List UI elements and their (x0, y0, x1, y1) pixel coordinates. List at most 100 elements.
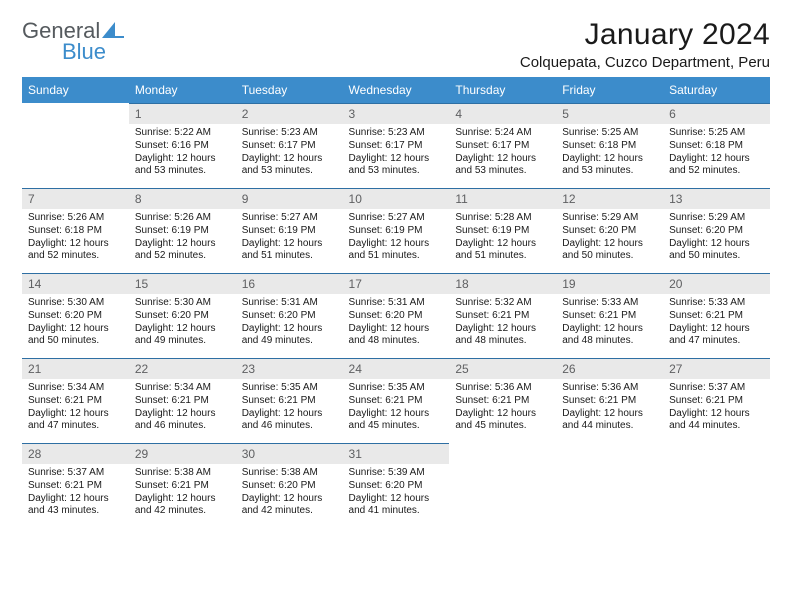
calendar-cell: 21Sunrise: 5:34 AMSunset: 6:21 PMDayligh… (22, 358, 129, 443)
day-details: Sunrise: 5:25 AMSunset: 6:18 PMDaylight:… (663, 124, 770, 188)
day-number: 28 (22, 443, 129, 464)
day-details: Sunrise: 5:35 AMSunset: 6:21 PMDaylight:… (236, 379, 343, 443)
day-number: 18 (449, 273, 556, 294)
calendar-cell (556, 443, 663, 528)
day-details: Sunrise: 5:26 AMSunset: 6:18 PMDaylight:… (22, 209, 129, 273)
day-details: Sunrise: 5:36 AMSunset: 6:21 PMDaylight:… (449, 379, 556, 443)
day-details: Sunrise: 5:35 AMSunset: 6:21 PMDaylight:… (343, 379, 450, 443)
calendar-cell: 6Sunrise: 5:25 AMSunset: 6:18 PMDaylight… (663, 102, 770, 188)
day-number: 14 (22, 273, 129, 294)
calendar-row: 14Sunrise: 5:30 AMSunset: 6:20 PMDayligh… (22, 273, 770, 358)
day-number: 31 (343, 443, 450, 464)
calendar-cell (663, 443, 770, 528)
calendar-cell: 5Sunrise: 5:25 AMSunset: 6:18 PMDaylight… (556, 102, 663, 188)
calendar-row: 21Sunrise: 5:34 AMSunset: 6:21 PMDayligh… (22, 358, 770, 443)
day-number: 23 (236, 358, 343, 379)
calendar-cell: 19Sunrise: 5:33 AMSunset: 6:21 PMDayligh… (556, 273, 663, 358)
calendar-cell: 8Sunrise: 5:26 AMSunset: 6:19 PMDaylight… (129, 188, 236, 273)
day-number: 2 (236, 103, 343, 124)
calendar-cell: 1Sunrise: 5:22 AMSunset: 6:16 PMDaylight… (129, 102, 236, 188)
day-number: 15 (129, 273, 236, 294)
day-number: 6 (663, 103, 770, 124)
day-details: Sunrise: 5:32 AMSunset: 6:21 PMDaylight:… (449, 294, 556, 358)
title-block: January 2024 Colquepata, Cuzco Departmen… (520, 18, 770, 71)
calendar-cell: 25Sunrise: 5:36 AMSunset: 6:21 PMDayligh… (449, 358, 556, 443)
calendar-cell: 29Sunrise: 5:38 AMSunset: 6:21 PMDayligh… (129, 443, 236, 528)
day-details: Sunrise: 5:39 AMSunset: 6:20 PMDaylight:… (343, 464, 450, 528)
calendar-cell (22, 102, 129, 188)
day-number: 11 (449, 188, 556, 209)
day-number: 16 (236, 273, 343, 294)
day-details: Sunrise: 5:33 AMSunset: 6:21 PMDaylight:… (556, 294, 663, 358)
day-details: Sunrise: 5:38 AMSunset: 6:21 PMDaylight:… (129, 464, 236, 528)
calendar-cell: 12Sunrise: 5:29 AMSunset: 6:20 PMDayligh… (556, 188, 663, 273)
day-number: 19 (556, 273, 663, 294)
calendar-cell: 9Sunrise: 5:27 AMSunset: 6:19 PMDaylight… (236, 188, 343, 273)
calendar-cell: 20Sunrise: 5:33 AMSunset: 6:21 PMDayligh… (663, 273, 770, 358)
calendar-cell: 30Sunrise: 5:38 AMSunset: 6:20 PMDayligh… (236, 443, 343, 528)
col-head: Thursday (449, 78, 556, 102)
day-details: Sunrise: 5:38 AMSunset: 6:20 PMDaylight:… (236, 464, 343, 528)
day-details: Sunrise: 5:34 AMSunset: 6:21 PMDaylight:… (22, 379, 129, 443)
day-number: 27 (663, 358, 770, 379)
calendar-cell: 24Sunrise: 5:35 AMSunset: 6:21 PMDayligh… (343, 358, 450, 443)
calendar-table: Sunday Monday Tuesday Wednesday Thursday… (22, 77, 770, 528)
brand-word-blue: Blue (62, 39, 124, 65)
day-details: Sunrise: 5:31 AMSunset: 6:20 PMDaylight:… (236, 294, 343, 358)
col-head: Friday (556, 78, 663, 102)
calendar-cell: 14Sunrise: 5:30 AMSunset: 6:20 PMDayligh… (22, 273, 129, 358)
col-head: Monday (129, 78, 236, 102)
day-details: Sunrise: 5:36 AMSunset: 6:21 PMDaylight:… (556, 379, 663, 443)
day-number: 8 (129, 188, 236, 209)
calendar-page: General Blue January 2024 Colquepata, Cu… (0, 0, 792, 532)
day-number: 7 (22, 188, 129, 209)
day-number: 20 (663, 273, 770, 294)
col-head: Wednesday (343, 78, 450, 102)
day-details: Sunrise: 5:25 AMSunset: 6:18 PMDaylight:… (556, 124, 663, 188)
day-number: 17 (343, 273, 450, 294)
day-number: 9 (236, 188, 343, 209)
day-number: 25 (449, 358, 556, 379)
day-number: 24 (343, 358, 450, 379)
day-number: 21 (22, 358, 129, 379)
day-details: Sunrise: 5:30 AMSunset: 6:20 PMDaylight:… (129, 294, 236, 358)
day-details: Sunrise: 5:27 AMSunset: 6:19 PMDaylight:… (236, 209, 343, 273)
calendar-row: 28Sunrise: 5:37 AMSunset: 6:21 PMDayligh… (22, 443, 770, 528)
calendar-cell: 15Sunrise: 5:30 AMSunset: 6:20 PMDayligh… (129, 273, 236, 358)
calendar-cell: 7Sunrise: 5:26 AMSunset: 6:18 PMDaylight… (22, 188, 129, 273)
calendar-cell: 10Sunrise: 5:27 AMSunset: 6:19 PMDayligh… (343, 188, 450, 273)
day-number: 12 (556, 188, 663, 209)
calendar-cell: 17Sunrise: 5:31 AMSunset: 6:20 PMDayligh… (343, 273, 450, 358)
day-details: Sunrise: 5:24 AMSunset: 6:17 PMDaylight:… (449, 124, 556, 188)
col-head: Saturday (663, 78, 770, 102)
calendar-cell: 3Sunrise: 5:23 AMSunset: 6:17 PMDaylight… (343, 102, 450, 188)
page-title: January 2024 (520, 18, 770, 52)
calendar-cell: 22Sunrise: 5:34 AMSunset: 6:21 PMDayligh… (129, 358, 236, 443)
day-number: 1 (129, 103, 236, 124)
calendar-header-row: Sunday Monday Tuesday Wednesday Thursday… (22, 78, 770, 102)
calendar-cell: 23Sunrise: 5:35 AMSunset: 6:21 PMDayligh… (236, 358, 343, 443)
day-details: Sunrise: 5:30 AMSunset: 6:20 PMDaylight:… (22, 294, 129, 358)
calendar-row: 7Sunrise: 5:26 AMSunset: 6:18 PMDaylight… (22, 188, 770, 273)
calendar-body: 1Sunrise: 5:22 AMSunset: 6:16 PMDaylight… (22, 102, 770, 528)
day-details: Sunrise: 5:31 AMSunset: 6:20 PMDaylight:… (343, 294, 450, 358)
day-details: Sunrise: 5:23 AMSunset: 6:17 PMDaylight:… (236, 124, 343, 188)
calendar-cell: 31Sunrise: 5:39 AMSunset: 6:20 PMDayligh… (343, 443, 450, 528)
calendar-cell: 16Sunrise: 5:31 AMSunset: 6:20 PMDayligh… (236, 273, 343, 358)
calendar-cell: 4Sunrise: 5:24 AMSunset: 6:17 PMDaylight… (449, 102, 556, 188)
day-details: Sunrise: 5:26 AMSunset: 6:19 PMDaylight:… (129, 209, 236, 273)
day-number: 30 (236, 443, 343, 464)
calendar-cell: 13Sunrise: 5:29 AMSunset: 6:20 PMDayligh… (663, 188, 770, 273)
calendar-cell: 2Sunrise: 5:23 AMSunset: 6:17 PMDaylight… (236, 102, 343, 188)
col-head: Tuesday (236, 78, 343, 102)
day-details: Sunrise: 5:23 AMSunset: 6:17 PMDaylight:… (343, 124, 450, 188)
day-details: Sunrise: 5:37 AMSunset: 6:21 PMDaylight:… (22, 464, 129, 528)
day-details: Sunrise: 5:33 AMSunset: 6:21 PMDaylight:… (663, 294, 770, 358)
day-number: 13 (663, 188, 770, 209)
calendar-cell: 28Sunrise: 5:37 AMSunset: 6:21 PMDayligh… (22, 443, 129, 528)
brand-logo: General Blue (22, 18, 124, 65)
day-details: Sunrise: 5:37 AMSunset: 6:21 PMDaylight:… (663, 379, 770, 443)
day-details: Sunrise: 5:29 AMSunset: 6:20 PMDaylight:… (556, 209, 663, 273)
calendar-cell: 11Sunrise: 5:28 AMSunset: 6:19 PMDayligh… (449, 188, 556, 273)
page-subtitle: Colquepata, Cuzco Department, Peru (520, 54, 770, 71)
